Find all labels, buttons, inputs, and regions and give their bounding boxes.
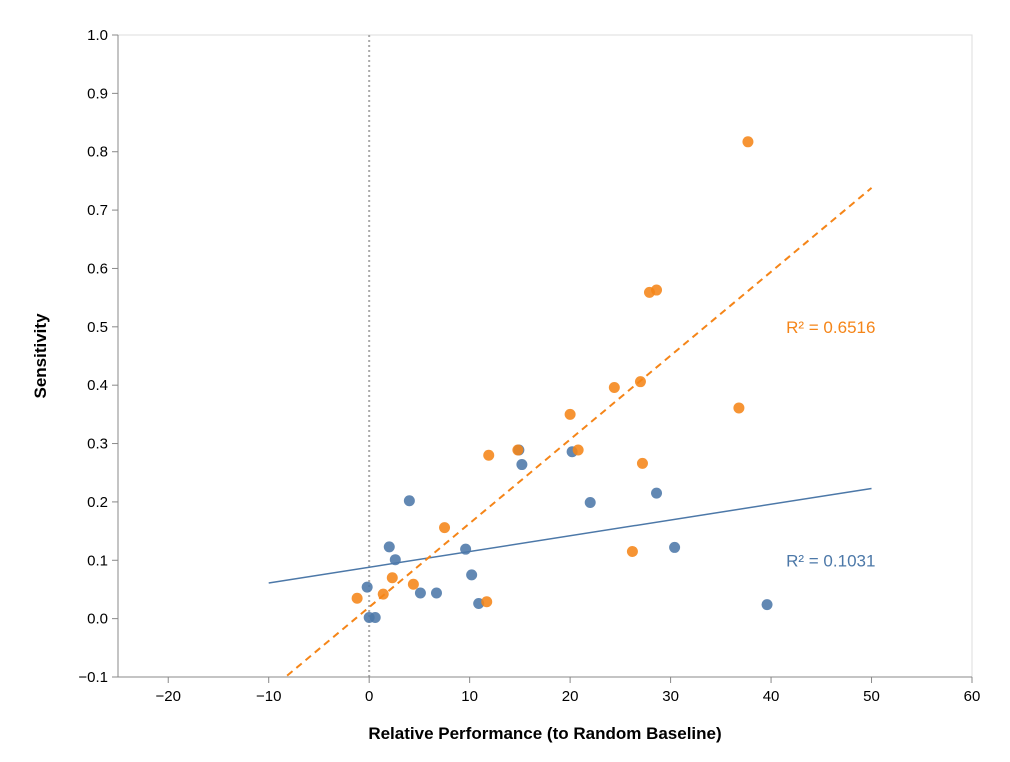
r-squared-annotation-series-0: R² = 0.1031: [786, 551, 875, 570]
y-tick-label: 0.3: [87, 436, 108, 453]
data-point-series-0-4: [389, 554, 401, 566]
data-point-series-0-6: [414, 587, 426, 599]
y-tick-label: 0.2: [87, 494, 108, 511]
data-point-series-1-7: [512, 444, 524, 456]
data-point-series-1-15: [651, 284, 663, 296]
data-point-series-1-1: [377, 588, 389, 600]
axis-layer: −20 −10 0 10 20 30 40 50 60 −0.1 0.0 0.1 0.2 0.3 0.4 0.…: [78, 27, 980, 705]
y-tick-label: 1.0: [87, 27, 108, 44]
data-point-series-0-3: [383, 541, 395, 553]
y-tick-label: −0.1: [78, 669, 108, 686]
x-tick-label: 40: [763, 688, 780, 705]
data-point-series-0-12: [516, 459, 528, 471]
data-point-series-1-10: [608, 382, 620, 394]
y-tick-label: 0.1: [87, 552, 108, 569]
y-tick-label: 0.8: [87, 144, 108, 161]
y-tick-label: 0.0: [87, 611, 108, 628]
data-point-series-1-13: [636, 457, 648, 469]
data-point-series-0-15: [651, 487, 663, 499]
data-point-series-0-8: [460, 543, 472, 555]
data-point-series-0-17: [761, 599, 773, 611]
x-tick-label: 60: [964, 688, 981, 705]
data-point-series-1-5: [481, 596, 493, 608]
data-point-series-0-0: [361, 581, 373, 593]
y-tick-label: 0.7: [87, 202, 108, 219]
y-tick-label: 0.6: [87, 260, 108, 277]
y-tick-label: 0.9: [87, 85, 108, 102]
data-point-series-1-2: [386, 572, 398, 584]
data-point-series-1-12: [634, 376, 646, 388]
data-point-series-1-8: [564, 408, 576, 420]
data-point-series-0-7: [430, 587, 442, 599]
data-point-series-0-9: [466, 569, 478, 581]
x-tick-label: 0: [365, 688, 373, 705]
x-tick-label: 30: [662, 688, 679, 705]
data-point-layer: [351, 136, 773, 623]
x-tick-label: −10: [256, 688, 281, 705]
x-tick-label: 50: [863, 688, 880, 705]
y-tick-label: 0.5: [87, 319, 108, 336]
data-point-series-0-2: [369, 611, 381, 623]
annotation-layer: R² = 0.1031 R² = 0.6516: [786, 318, 875, 570]
r-squared-annotation-series-1: R² = 0.6516: [786, 318, 875, 337]
x-tick-label: 20: [562, 688, 579, 705]
data-point-series-1-4: [439, 522, 451, 534]
x-tick-label: −20: [156, 688, 181, 705]
data-point-series-1-11: [626, 546, 638, 558]
data-point-series-0-14: [584, 496, 596, 508]
trend-line-layer: [268, 187, 873, 677]
trend-line-series-0: [268, 487, 872, 584]
data-point-series-1-9: [572, 444, 584, 456]
data-point-series-1-16: [733, 402, 745, 414]
y-tick-label: 0.4: [87, 377, 108, 394]
x-axis-title: Relative Performance (to Random Baseline…: [368, 724, 721, 743]
data-point-series-1-6: [483, 449, 495, 461]
data-point-series-0-5: [403, 495, 415, 507]
data-point-series-1-3: [407, 578, 419, 590]
x-tick-label: 10: [461, 688, 478, 705]
trend-line-series-1: [283, 187, 873, 677]
data-point-series-1-0: [351, 592, 363, 604]
data-point-series-0-16: [669, 541, 681, 553]
y-axis-title: Sensitivity: [31, 313, 50, 399]
data-point-series-1-17: [742, 136, 754, 148]
